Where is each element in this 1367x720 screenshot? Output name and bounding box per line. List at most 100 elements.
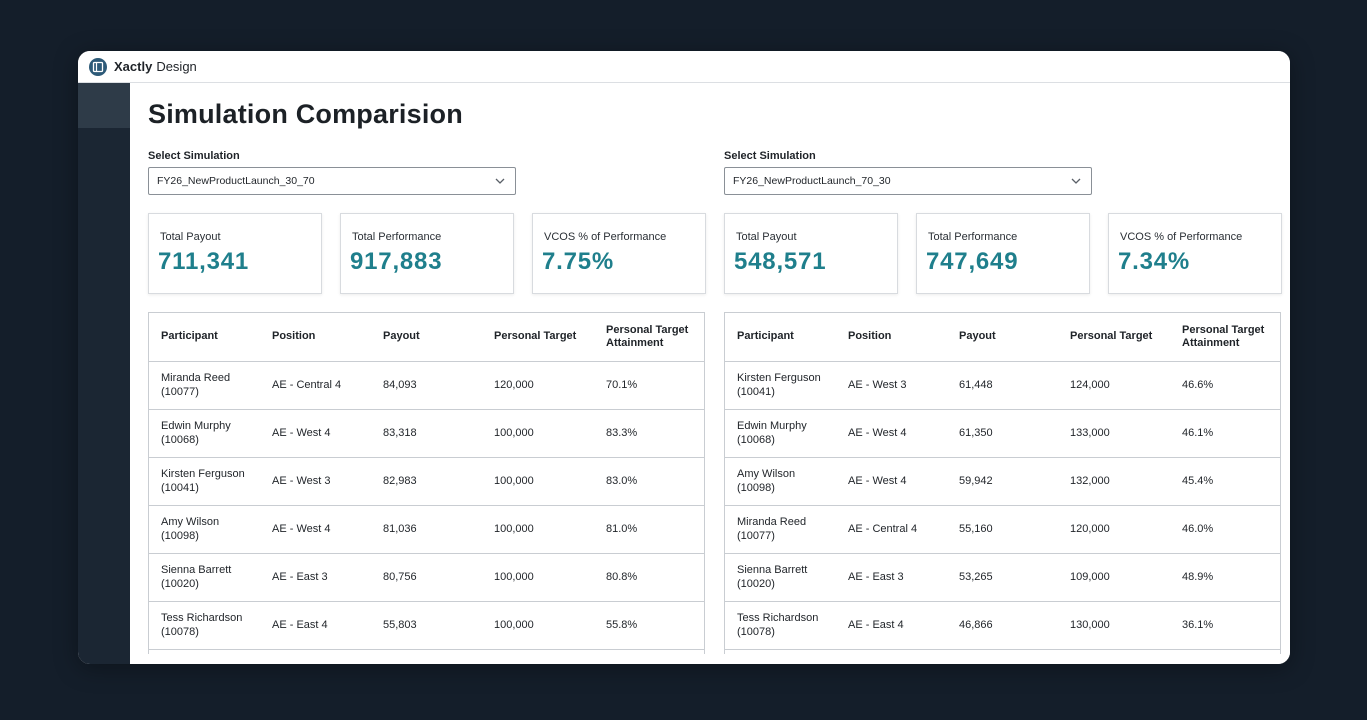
participant-id: (10078) [737, 626, 775, 638]
kpi-value: 747,649 [926, 248, 1019, 275]
attainment-cell: 83.3% [594, 409, 704, 458]
table-header-row: Participant Position Payout Personal Tar… [725, 313, 1280, 362]
position-cell: AE - East 3 [260, 553, 371, 602]
table-row[interactable]: Miranda Reed (10077) AE - Central 4 55,160 1… [725, 505, 1280, 554]
chevron-down-icon [495, 178, 505, 184]
table-row[interactable]: Miranda Reed (10077) AE - Central 4 84,093 1… [149, 361, 704, 410]
participant-id: (10041) [737, 386, 775, 398]
brand-suffix: Design [156, 59, 197, 74]
table-row[interactable]: Kirsten Ferguson (10041) AE - West 3 61,448… [725, 361, 1280, 410]
participant-cell: Miranda Reed (10077) [725, 505, 836, 554]
position-cell: AE - West 4 [260, 505, 371, 554]
participant-cell: Amy Wilson (10098) [149, 505, 260, 554]
chevron-down-icon [1071, 178, 1081, 184]
xactly-logo-icon [89, 57, 107, 76]
right-select-value: FY26_NewProductLaunch_70_30 [733, 175, 891, 187]
participant-cell: Edwin Murphy (10068) [725, 409, 836, 458]
kpi-value: 7.75% [542, 248, 615, 275]
column-header-payout[interactable]: Payout [371, 313, 482, 362]
left-select-value: FY26_NewProductLaunch_30_70 [157, 175, 315, 187]
table-row[interactable]: Tess Richardson (10078) AE - East 4 55,803 1… [149, 601, 704, 650]
participant-cell: Sienna Barrett (10020) [725, 553, 836, 602]
table-row[interactable]: Sienna Barrett (10020) AE - East 3 80,756 10… [149, 553, 704, 602]
participant-name: Tess Richardson [161, 612, 243, 624]
kpi-card-total-performance: Total Performance 917,883 [340, 213, 514, 294]
position-cell: AE - East 3 [836, 553, 947, 602]
participant-name: Kirsten Ferguson [737, 372, 821, 384]
participant-cell: Miranda Reed (10077) [149, 361, 260, 410]
attainment-cell: 46.0% [1170, 505, 1280, 554]
personal-target-cell: 100,000 [482, 457, 594, 506]
participant-id: (10098) [161, 530, 199, 542]
attainment-cell: 46.1% [1170, 409, 1280, 458]
column-header-personal-target[interactable]: Personal Target [482, 313, 594, 362]
table-row[interactable]: Tess Richardson (10078) AE - East 4 46,866 1… [725, 601, 1280, 650]
participant-cell: Edwin Murphy (10068) [149, 409, 260, 458]
table-row[interactable]: Sienna Barrett (10020) AE - East 3 53,265 10… [725, 553, 1280, 602]
personal-target-cell: 120,000 [1058, 505, 1170, 554]
table-row[interactable]: Edwin Murphy (10068) AE - West 4 61,350 133,… [725, 409, 1280, 458]
payout-cell: 59,942 [947, 457, 1058, 506]
kpi-value: 7.34% [1118, 248, 1191, 275]
participant-id: (10068) [737, 434, 775, 446]
kpi-label: Total Payout [160, 231, 221, 243]
kpi-value: 548,571 [734, 248, 827, 275]
kpi-label: Total Performance [352, 231, 442, 243]
participant-name: Tess Richardson [737, 612, 819, 624]
payout-cell: 80,756 [371, 553, 482, 602]
column-header-payout[interactable]: Payout [947, 313, 1058, 362]
participant-name: Miranda Reed [737, 516, 807, 528]
participant-name: Sienna Barrett [737, 564, 808, 576]
column-header-position[interactable]: Position [260, 313, 371, 362]
participant-id: (10077) [161, 386, 199, 398]
column-header-participant[interactable]: Participant [725, 313, 836, 362]
participant-name: Edwin Murphy [737, 420, 807, 432]
position-cell: AE - West 4 [836, 409, 947, 458]
payout-cell: 81,036 [371, 505, 482, 554]
table-row[interactable]: Amy Wilson (10098) AE - West 4 81,036 100,00… [149, 505, 704, 554]
attainment-cell: 36.1% [1170, 601, 1280, 650]
payout-cell: 55,160 [947, 505, 1058, 554]
position-cell: AE - West 3 [836, 361, 947, 410]
position-cell: AE - Central 4 [260, 361, 371, 410]
participant-name: Edwin Murphy [161, 420, 231, 432]
right-select-label: Select Simulation [724, 150, 816, 162]
personal-target-cell: 100,000 [482, 505, 594, 554]
payout-cell: 83,318 [371, 409, 482, 458]
left-results-table: Participant Position Payout Personal Tar… [148, 312, 705, 654]
personal-target-cell: 120,000 [482, 361, 594, 410]
personal-target-cell: 100,000 [482, 601, 594, 650]
column-header-personal-target[interactable]: Personal Target [1058, 313, 1170, 362]
column-header-attainment[interactable]: Personal Target Attainment [594, 313, 704, 362]
payout-cell: 61,350 [947, 409, 1058, 458]
attainment-cell: 80.8% [594, 553, 704, 602]
kpi-label: Total Performance [928, 231, 1018, 243]
column-header-attainment[interactable]: Personal Target Attainment [1170, 313, 1280, 362]
attainment-cell: 46.6% [1170, 361, 1280, 410]
participant-id: (10078) [161, 626, 199, 638]
attainment-cell: 55.8% [594, 601, 704, 650]
kpi-label: VCOS % of Performance [1120, 231, 1243, 243]
table-row[interactable]: Edwin Murphy (10068) AE - West 4 83,318 100,… [149, 409, 704, 458]
table-row[interactable]: Kirsten Ferguson (10041) AE - West 3 82,983… [149, 457, 704, 506]
participant-name: Sienna Barrett [161, 564, 232, 576]
sidebar-item-active[interactable] [78, 83, 130, 128]
left-simulation-select[interactable]: FY26_NewProductLaunch_30_70 [148, 167, 516, 195]
payout-cell: 46,866 [947, 601, 1058, 650]
payout-cell: 84,093 [371, 361, 482, 410]
participant-cell: Amy Wilson (10098) [725, 457, 836, 506]
left-select-label: Select Simulation [148, 150, 240, 162]
payout-cell: 55,803 [371, 601, 482, 650]
attainment-cell: 48.9% [1170, 553, 1280, 602]
column-header-participant[interactable]: Participant [149, 313, 260, 362]
kpi-card-total-payout: Total Payout 711,341 [148, 213, 322, 294]
right-simulation-select[interactable]: FY26_NewProductLaunch_70_30 [724, 167, 1092, 195]
position-cell: AE - West 4 [260, 409, 371, 458]
participant-cell: Tess Richardson (10078) [725, 601, 836, 650]
participant-id: (10068) [161, 434, 199, 446]
column-header-position[interactable]: Position [836, 313, 947, 362]
participant-id: (10077) [737, 530, 775, 542]
table-row[interactable]: Amy Wilson (10098) AE - West 4 59,942 132,00… [725, 457, 1280, 506]
personal-target-cell: 100,000 [482, 553, 594, 602]
participant-id: (10020) [161, 578, 199, 590]
